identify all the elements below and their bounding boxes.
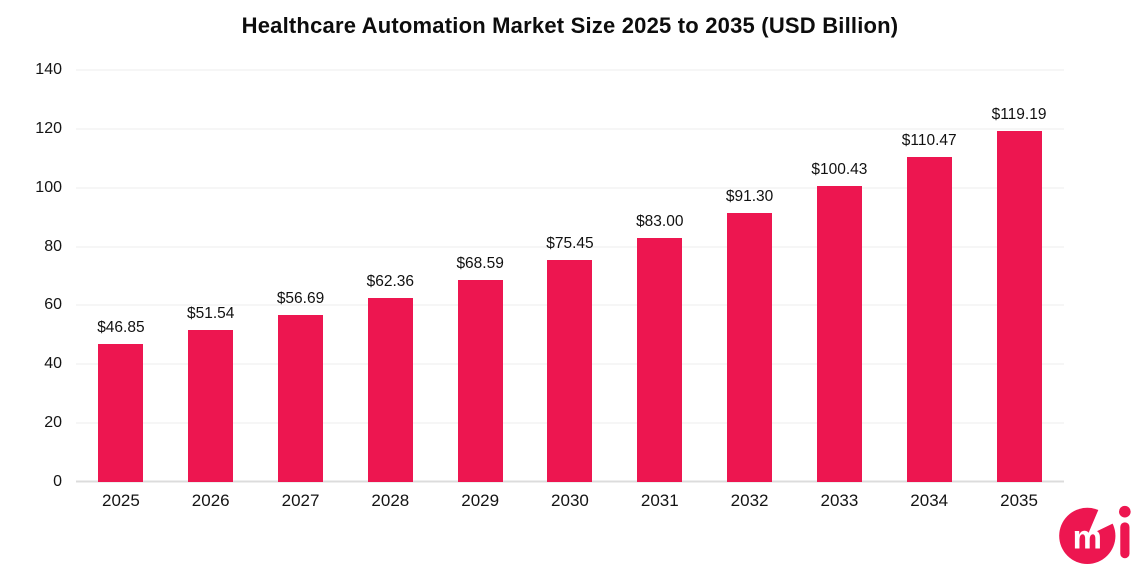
y-tick-label-100: 100 [35, 178, 62, 196]
logo-letter-m: m [1073, 519, 1102, 556]
x-tick-label-2025: 2025 [101, 491, 140, 510]
x-tick-label-2026: 2026 [191, 491, 230, 510]
logo-letter-i-stem [1120, 522, 1130, 559]
bar-2029 [457, 280, 503, 482]
y-tick-label-140: 140 [35, 61, 62, 78]
logo-letter-i-dot [1119, 505, 1131, 518]
x-tick-label-2029: 2029 [461, 491, 500, 510]
x-tick-label-2035: 2035 [1000, 491, 1038, 510]
cmi-logo: m [1059, 503, 1131, 565]
y-tick-label-60: 60 [44, 296, 62, 314]
bar-group-2025: $46.85 2025 [76, 70, 166, 510]
bar-value-label-2028: $62.36 [366, 273, 415, 291]
gridline-140 [76, 69, 1064, 71]
x-tick-label-2034: 2034 [910, 491, 949, 510]
bar-group-2033: $100.43 2033 [795, 70, 885, 510]
bar-2034 [906, 156, 952, 482]
bar-group-2035: $119.19 2035 [974, 70, 1064, 510]
bar-2031 [637, 237, 683, 482]
bar-group-2027: $56.69 2027 [256, 70, 346, 510]
bar-value-label-2032: $91.30 [725, 188, 774, 206]
bar-value-label-2029: $68.59 [456, 255, 504, 273]
x-tick-label-2033: 2033 [820, 491, 859, 510]
bar-2032 [727, 213, 773, 482]
x-tick-label-2032: 2032 [730, 491, 769, 510]
chart-title: Healthcare Automation Market Size 2025 t… [241, 13, 899, 38]
bar-value-label-2025: $46.85 [97, 319, 145, 337]
y-tick-label-40: 40 [44, 355, 62, 373]
bar-2030 [547, 259, 593, 482]
y-tick-label-0: 0 [53, 473, 62, 490]
bar-value-label-2030: $75.45 [546, 234, 594, 252]
y-tick-label-120: 120 [35, 119, 62, 137]
bar-value-label-2033: $100.43 [811, 161, 868, 179]
gridline-120 [76, 128, 1064, 130]
y-tick-label-80: 80 [44, 237, 62, 255]
bar-value-label-2027: $56.69 [276, 290, 325, 308]
bar-2026 [188, 330, 234, 482]
logo-notch [1087, 503, 1120, 536]
bar-group-2030: $75.45 2030 [525, 70, 615, 510]
bar-2035 [996, 131, 1042, 482]
y-tick-label-20: 20 [44, 414, 62, 432]
bar-group-2034: $110.47 2034 [884, 70, 974, 510]
x-tick-label-2030: 2030 [551, 491, 589, 510]
bar-value-label-2031: $83.00 [636, 212, 684, 230]
plot-area: $46.85 2025 $51.54 2026 $56.69 2027 $62.36 2028… [35, 61, 1064, 510]
bar-value-label-2035: $119.19 [991, 106, 1047, 124]
x-tick-label-2031: 2031 [640, 491, 679, 510]
bar-value-label-2034: $110.47 [901, 131, 957, 149]
bar-value-label-2026: $51.54 [187, 305, 235, 323]
bar-group-2031: $83.00 2031 [615, 70, 705, 510]
bar-group-2029: $68.59 2029 [435, 70, 525, 510]
gridline-100 [76, 187, 1064, 189]
bar-group-2032: $91.30 2032 [705, 70, 795, 510]
bar-2028 [367, 298, 413, 482]
gridline-80 [76, 246, 1064, 248]
bar-2025 [98, 344, 144, 482]
x-tick-label-2027: 2027 [281, 491, 320, 510]
bar-2033 [816, 186, 862, 482]
bar-2027 [278, 315, 324, 482]
bars-row: $46.85 2025 $51.54 2026 $56.69 2027 $62.36 2028… [76, 70, 1064, 510]
x-tick-label-2028: 2028 [371, 491, 410, 510]
bar-group-2026: $51.54 2026 [166, 70, 256, 510]
bar-group-2028: $62.36 2028 [345, 70, 435, 510]
